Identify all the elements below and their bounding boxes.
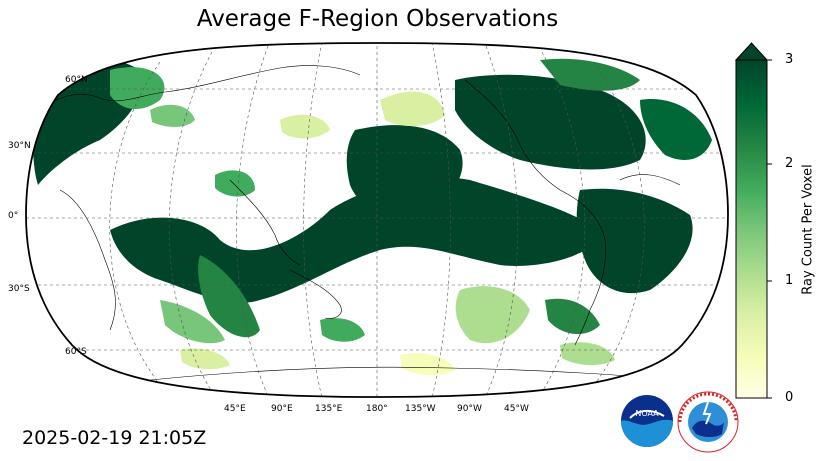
lon-label-135w: 135°W: [405, 404, 436, 414]
lat-label-30n: 30°N: [8, 141, 31, 151]
lat-label-60n: 60°N: [65, 75, 88, 85]
lon-label-45w: 45°W: [504, 404, 529, 414]
globe-outline: [25, 42, 729, 398]
colorbar-gradient: [735, 59, 768, 399]
noaa-logo: NOAA: [621, 395, 673, 447]
lon-label-135e: 135°E: [315, 404, 343, 414]
colorbar-tick-1: 1: [785, 273, 794, 288]
lat-label-30s: 30°S: [8, 284, 30, 294]
colorbar-label: Ray Count Per Voxel: [800, 164, 816, 295]
lon-label-45e: 45°E: [224, 404, 246, 414]
svg-text:NOAA: NOAA: [635, 409, 659, 418]
lon-label-90e: 90°E: [271, 404, 293, 414]
observation-patches: [32, 58, 712, 376]
lon-label-90w: 90°W: [457, 404, 482, 414]
observation-field: [26, 43, 728, 397]
colorbar-extend-arrow: [734, 42, 769, 61]
coastlines: [39, 65, 681, 381]
nws-logo: [677, 391, 739, 453]
lon-label-180: 180°: [366, 404, 388, 414]
timestamp: 2025-02-19 21:05Z: [22, 427, 207, 449]
lat-label-60s: 60°S: [65, 347, 87, 357]
colorbar-tick-3: 3: [785, 52, 794, 67]
gridlines: [26, 43, 728, 397]
chart-title: Average F-Region Observations: [196, 6, 559, 32]
colorbar-tick-2: 2: [785, 156, 794, 171]
lat-label-0: 0°: [8, 211, 19, 221]
colorbar-tick-0: 0: [785, 390, 794, 405]
